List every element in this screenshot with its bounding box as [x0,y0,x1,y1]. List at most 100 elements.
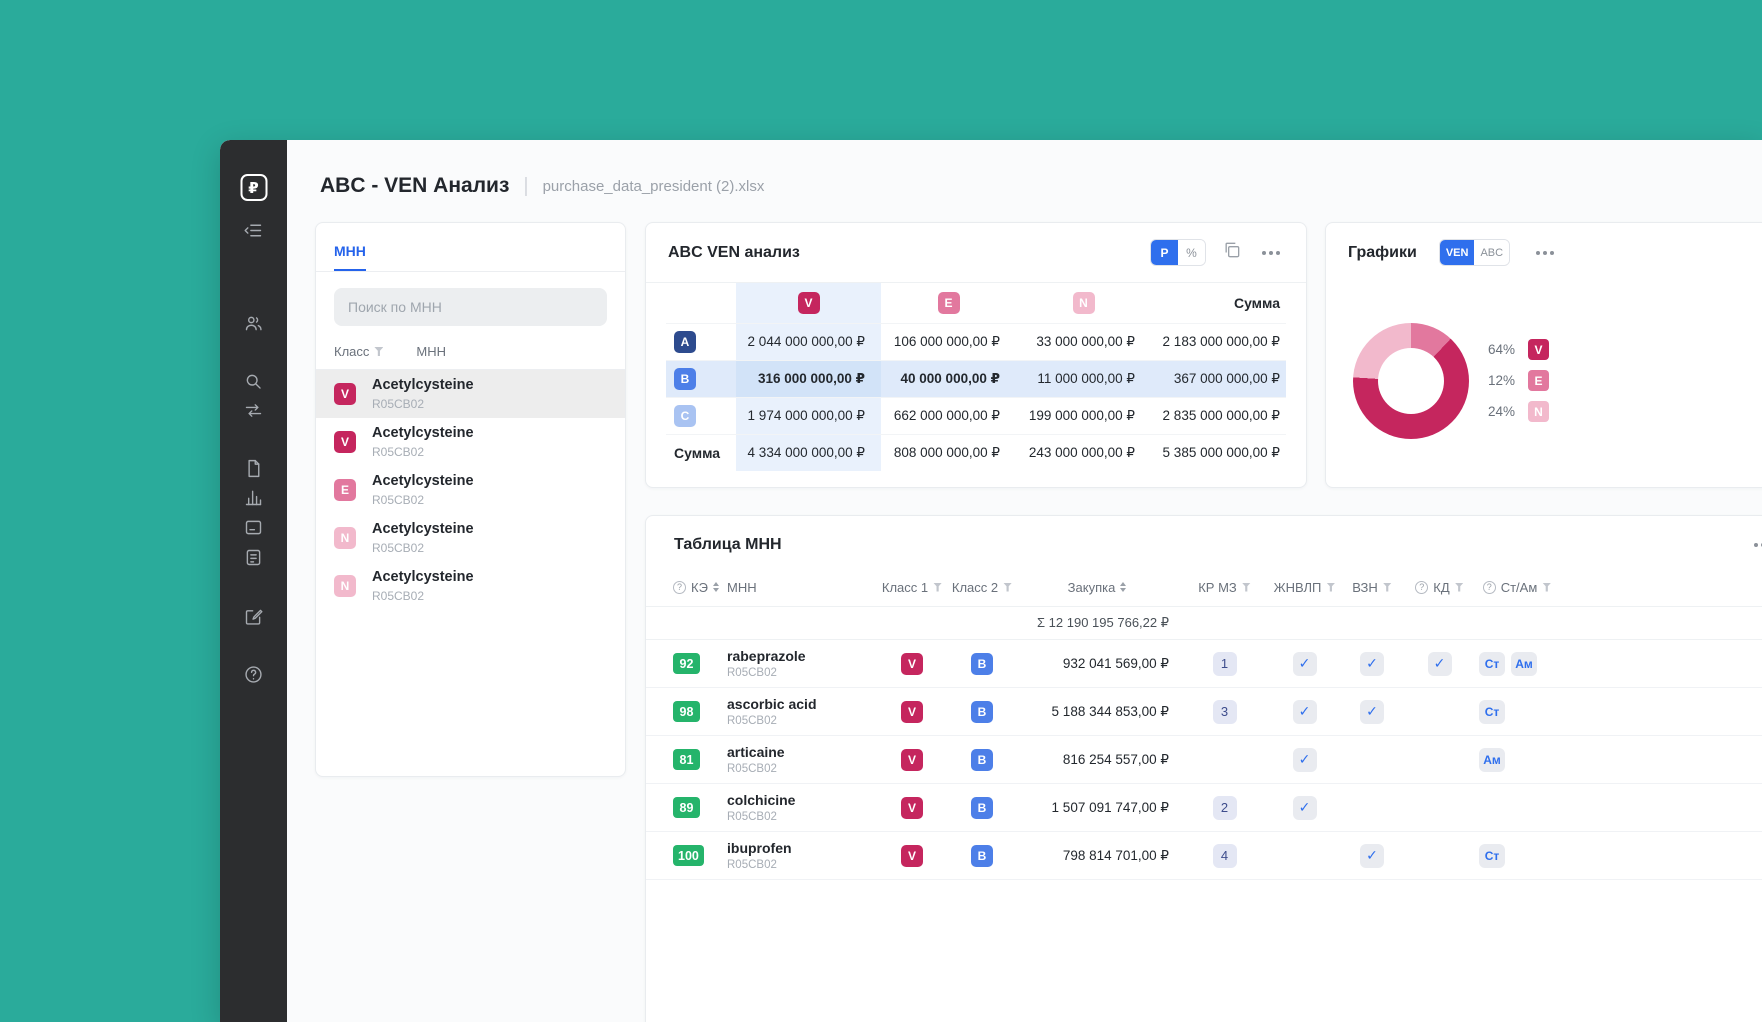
matrix-cell[interactable]: 40 000 000,00 ₽ [881,360,1016,397]
filter-icon [1542,582,1552,592]
sort-icon[interactable] [1120,582,1127,592]
matrix-cell-selected[interactable]: 316 000 000,00 ₽ [736,360,881,397]
matrix-cell[interactable]: 367 000 000,00 ₽ [1151,360,1286,397]
mnn-list-item[interactable]: E Acetylcysteine R05CB02 [316,466,625,514]
matrix-cell[interactable]: 11 000 000,00 ₽ [1016,360,1151,397]
copy-icon[interactable] [1222,240,1242,265]
header-kd[interactable]: КД [1407,580,1472,595]
table-row[interactable]: 89 colchicine R05CB02 V B 1 507 091 747,… [646,784,1762,832]
mnn-list-item[interactable]: N Acetylcysteine R05CB02 [316,514,625,562]
purchase-amount: 798 814 701,00 ₽ [1062,847,1169,863]
header-class2[interactable]: Класс 2 [947,580,1017,595]
page-header: ABC - VEN Анализ | purchase_data_preside… [320,174,764,198]
report-icon[interactable] [242,545,266,569]
class1-badge: V [901,700,923,723]
matrix-col-n: N [1016,283,1151,323]
legend-percent: 24% [1487,404,1515,419]
table-row[interactable]: 92 rabeprazole R05CB02 V B 932 041 569,0… [646,640,1762,688]
table-row[interactable]: 81 articaine R05CB02 V B 816 254 557,00 … [646,736,1762,784]
matrix-col-e: E [881,283,1016,323]
more-options-icon[interactable] [1258,247,1284,259]
matrix-cell[interactable]: 5 385 000 000,00 ₽ [1151,434,1286,471]
kr-mz-chip: 4 [1212,843,1237,868]
mnn-code: R05CB02 [372,588,425,603]
compose-icon[interactable] [242,604,266,628]
matrix-cell[interactable]: 2 835 000 000,00 ₽ [1151,397,1286,434]
mnn-list-item[interactable]: V Acetylcysteine R05CB02 [316,418,625,466]
header-zhnvlp[interactable]: ЖНВЛП [1272,580,1337,595]
info-icon [1415,580,1429,594]
table-row[interactable]: 100 ibuprofen R05CB02 V B 798 814 701,00… [646,832,1762,880]
legend-percent: 12% [1487,373,1515,388]
drug-name: rabeprazole [727,648,806,665]
matrix-col-v: V [736,283,881,323]
ke-badge: 100 [673,845,704,866]
chart-icon[interactable] [242,485,266,509]
class1-badge: V [901,652,923,675]
mnn-list-item[interactable]: N Acetylcysteine R05CB02 [316,562,625,610]
more-options-icon[interactable] [1750,539,1762,551]
mnn-table-card: Таблица МНН КЭ МНН Класс 1 Класс 2 Закуп… [645,515,1762,1022]
vzn-check: ✓ [1360,651,1384,676]
st-tag: Ст [1479,699,1505,724]
percent-toggle-button[interactable]: % [1178,240,1205,265]
header-vzn[interactable]: ВЗН [1337,580,1407,595]
rub-toggle-button[interactable]: Р [1151,240,1178,265]
more-options-icon[interactable] [1532,247,1558,259]
class-column-label[interactable]: Класс [334,344,370,359]
info-icon [673,580,686,594]
b-badge: B [674,368,696,390]
vzn-check: ✓ [1360,699,1384,724]
matrix-cell[interactable]: 1 974 000 000,00 ₽ [736,397,881,434]
main-content: ABC - VEN Анализ | purchase_data_preside… [287,140,1762,1022]
e-badge: E [1528,370,1549,391]
table-row[interactable]: 98 ascorbic acid R05CB02 V B 5 188 344 8… [646,688,1762,736]
ke-badge: 81 [673,749,700,770]
class-badge-v: V [334,431,356,453]
n-badge: N [1528,401,1549,422]
help-icon[interactable] [242,662,266,686]
matrix-cell[interactable]: 662 000 000,00 ₽ [881,397,1016,434]
header-st-am[interactable]: Ст/Ам [1472,580,1562,595]
collapse-sidebar-icon[interactable] [242,218,266,242]
header-kr-mz[interactable]: КР МЗ [1177,580,1272,595]
abc-toggle-button[interactable]: ABC [1474,240,1510,265]
header-ke[interactable]: КЭ [673,580,727,595]
legend-row: 64% V [1481,339,1549,360]
header-purchase[interactable]: Закупка [1017,580,1177,595]
search-icon[interactable] [242,369,266,393]
sort-icon[interactable] [712,582,719,592]
users-icon[interactable] [242,311,266,335]
matrix-cell[interactable]: 243 000 000,00 ₽ [1016,434,1151,471]
matrix-cell[interactable]: 2 183 000 000,00 ₽ [1151,323,1286,360]
purchase-total: Σ 12 190 195 766,22 ₽ [1037,615,1169,630]
document-icon[interactable] [242,456,266,480]
mnn-search-input[interactable] [334,288,607,326]
class2-badge: B [971,652,993,675]
ven-toggle-button[interactable]: VEN [1439,240,1475,265]
mnn-name: Acetylcysteine [372,521,474,538]
filter-icon[interactable] [374,347,384,356]
transfer-icon[interactable] [242,398,266,422]
matrix-cell[interactable]: 199 000 000,00 ₽ [1016,397,1151,434]
mnn-name: Acetylcysteine [372,473,474,490]
dashboard-icon[interactable] [242,515,266,539]
matrix-cell[interactable]: 808 000 000,00 ₽ [881,434,1016,471]
table-total-row: Σ 12 190 195 766,22 ₽ [646,606,1762,640]
matrix-cell[interactable]: 106 000 000,00 ₽ [881,323,1016,360]
mnn-list-item[interactable]: V Acetylcysteine R05CB02 [316,370,625,418]
drug-code: R05CB02 [727,666,777,679]
matrix-cell[interactable]: 2 044 000 000,00 ₽ [736,323,881,360]
page-title: ABC - VEN Анализ [320,174,510,197]
legend-percent: 64% [1487,342,1515,357]
matrix-cell[interactable]: 4 334 000 000,00 ₽ [736,434,881,471]
header-class1[interactable]: Класс 1 [877,580,947,595]
currency-toggle: Р % [1150,239,1206,266]
header-mnn[interactable]: МНН [727,579,757,595]
matrix-row-c: C [666,397,736,434]
matrix-sum-header: Сумма [1233,295,1280,311]
class1-badge: V [901,796,923,819]
matrix-cell[interactable]: 33 000 000,00 ₽ [1016,323,1151,360]
zhnvlp-check: ✓ [1292,747,1317,772]
tab-mnn[interactable]: МНН [334,243,366,271]
